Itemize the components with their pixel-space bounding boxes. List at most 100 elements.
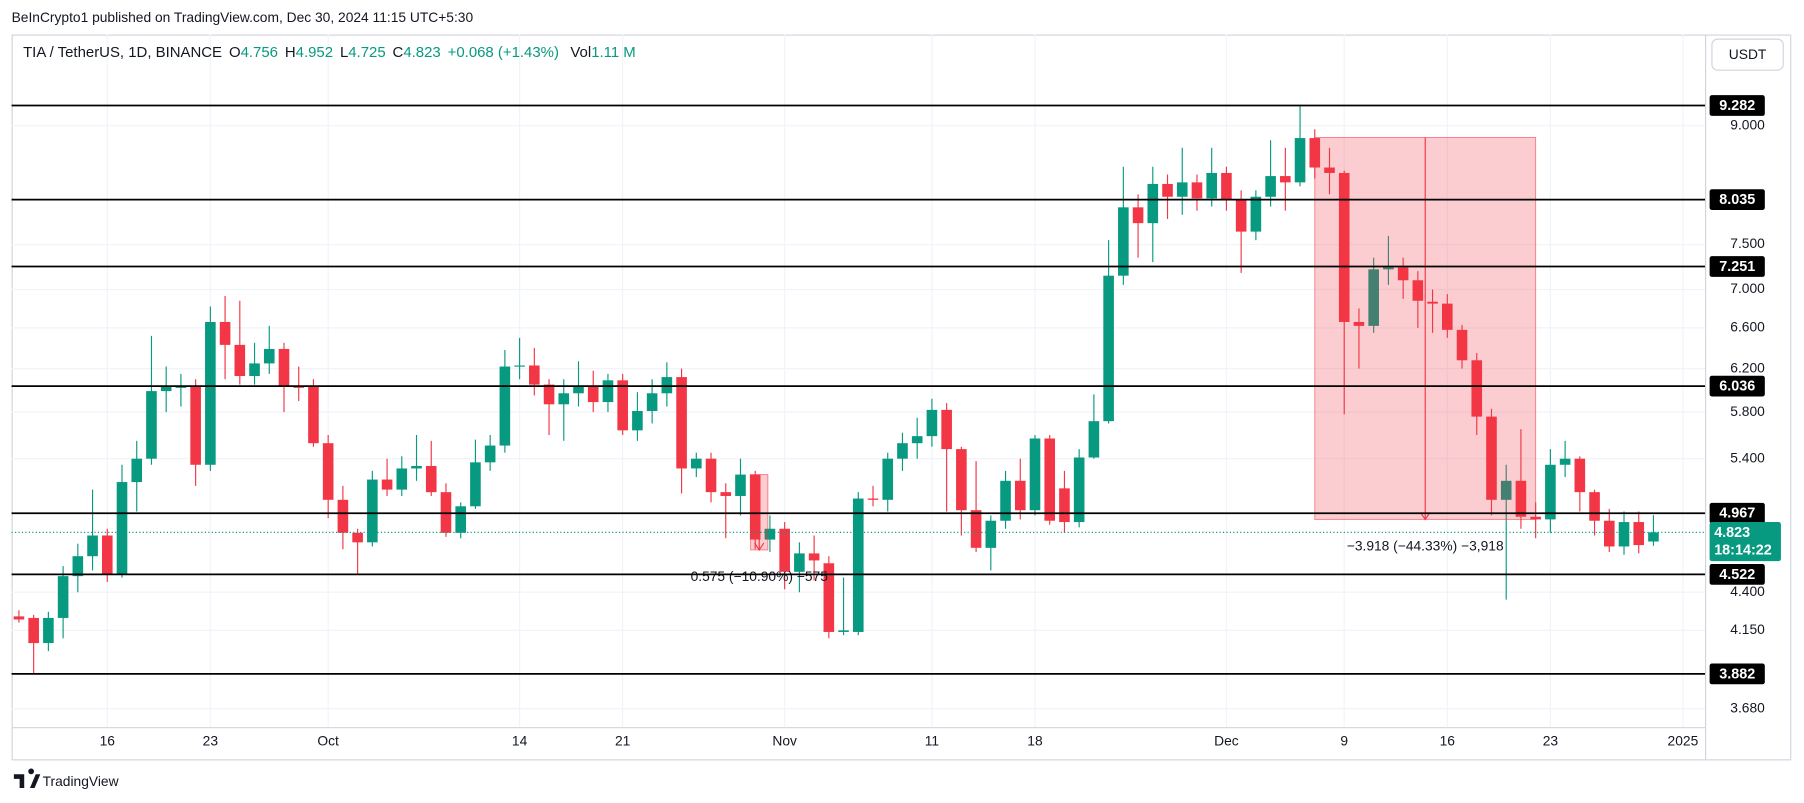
- candle-body: [146, 391, 157, 459]
- candle-body: [205, 321, 216, 465]
- publisher: BeInCrypto1 published on TradingView.com…: [12, 10, 474, 25]
- y-tick-label: 4.400: [1730, 584, 1765, 599]
- candle-body: [499, 366, 511, 446]
- candle-body: [1486, 416, 1497, 500]
- candle-body: [455, 506, 466, 533]
- candle-body: [956, 449, 967, 511]
- candle-body: [116, 482, 128, 575]
- level-label: 4.967: [1719, 506, 1755, 522]
- candle-body: [1456, 329, 1468, 361]
- candle-body: [882, 458, 894, 500]
- candle-body: [794, 553, 805, 572]
- countdown: 18:14:22: [1714, 543, 1772, 559]
- candle-body: [28, 617, 39, 644]
- legend-value: 4.756: [241, 44, 278, 61]
- candle-body: [1280, 176, 1291, 183]
- candle-body: [175, 386, 187, 388]
- candle-body: [941, 409, 952, 450]
- legend-label: H: [285, 44, 296, 61]
- candle-body: [1294, 138, 1306, 183]
- candle-body: [470, 462, 481, 507]
- candle-body: [749, 474, 761, 540]
- candle-body: [1383, 267, 1394, 270]
- x-tick-label: 23: [203, 734, 219, 749]
- candle-body: [573, 385, 584, 394]
- candle-body: [838, 630, 849, 632]
- candle-body: [632, 410, 643, 431]
- candle-body: [1574, 458, 1586, 493]
- level-label: 9.282: [1719, 98, 1755, 114]
- level-label: 7.251: [1719, 259, 1755, 275]
- level-label-box: [1709, 375, 1765, 397]
- candle-body: [970, 510, 982, 548]
- legend-value: 4.952: [296, 44, 333, 61]
- candle-body: [1618, 522, 1630, 547]
- candle-body: [1324, 167, 1335, 173]
- legend-label: C: [393, 44, 404, 61]
- y-tick-label: 9.000: [1730, 117, 1765, 132]
- candle-body: [190, 385, 201, 465]
- candle-body: [1412, 280, 1424, 301]
- candle-body: [1132, 207, 1144, 224]
- legend-label: L: [340, 44, 348, 61]
- legend-volume: 1.11 M: [591, 44, 636, 61]
- candle-body: [1427, 301, 1438, 304]
- x-tick-label: 18: [1027, 734, 1043, 749]
- currency-button[interactable]: [1711, 38, 1784, 71]
- candle-body: [396, 468, 408, 490]
- candle-body: [779, 528, 790, 572]
- candle-body: [911, 436, 923, 444]
- candle-body: [87, 535, 98, 557]
- x-tick-label: Oct: [317, 734, 339, 749]
- legend-label: O: [229, 44, 241, 61]
- candle-body: [1559, 458, 1571, 465]
- candle-body: [219, 321, 231, 345]
- candle-body: [57, 576, 69, 618]
- candle-body: [411, 465, 422, 469]
- candle-body: [1088, 421, 1100, 458]
- brand: TradingView: [43, 774, 119, 789]
- legend-value: 4.725: [348, 44, 385, 61]
- candle-body: [1265, 176, 1276, 197]
- level-label: 8.035: [1719, 192, 1755, 208]
- y-tick-label: 7.000: [1730, 281, 1765, 296]
- candle-body: [867, 498, 879, 500]
- level-label-box: [1709, 502, 1765, 524]
- candle-body: [602, 380, 614, 403]
- x-tick-label: 23: [1543, 734, 1559, 749]
- measure-label: 0.575 (−10.90%) −575: [691, 569, 829, 584]
- legend-change: +0.068 (+1.43%): [448, 44, 559, 61]
- candle-body: [1471, 360, 1483, 417]
- candle-body: [101, 535, 113, 575]
- candle-body: [1118, 207, 1129, 276]
- candle-body: [735, 474, 746, 496]
- candle-body: [1221, 172, 1232, 200]
- candle-body: [808, 553, 820, 561]
- x-tick-label: 16: [1440, 734, 1456, 749]
- candle-body: [352, 532, 363, 543]
- level-label-box: [1709, 564, 1765, 585]
- candle-body: [1206, 172, 1217, 199]
- last-price-box: [1709, 522, 1781, 562]
- candle-body: [1648, 532, 1659, 542]
- overlay: −3.918 (−44.33%) −3,918 0.575 (−10.90%) −…: [11, 104, 1706, 675]
- y-tick-label: 3.680: [1730, 700, 1765, 715]
- currency-label[interactable]: USDT: [1729, 47, 1767, 62]
- x-tick-label: 2025: [1668, 734, 1699, 749]
- candle-body: [13, 616, 25, 620]
- candle-body: [1147, 183, 1159, 224]
- x-tick-label: 9: [1340, 734, 1348, 749]
- y-tick-label: 4.150: [1730, 622, 1765, 637]
- candle-body: [676, 377, 687, 469]
- candle-body: [1250, 196, 1262, 232]
- candle-body: [1176, 182, 1188, 197]
- brand-logo: [13, 768, 41, 789]
- candle-body: [720, 492, 732, 496]
- x-tick-label: 21: [615, 734, 630, 749]
- x-tick-label: 11: [925, 734, 939, 749]
- candle-body: [484, 445, 496, 463]
- candle-body: [367, 479, 378, 543]
- candle-body: [263, 348, 275, 364]
- candle-body: [558, 393, 570, 405]
